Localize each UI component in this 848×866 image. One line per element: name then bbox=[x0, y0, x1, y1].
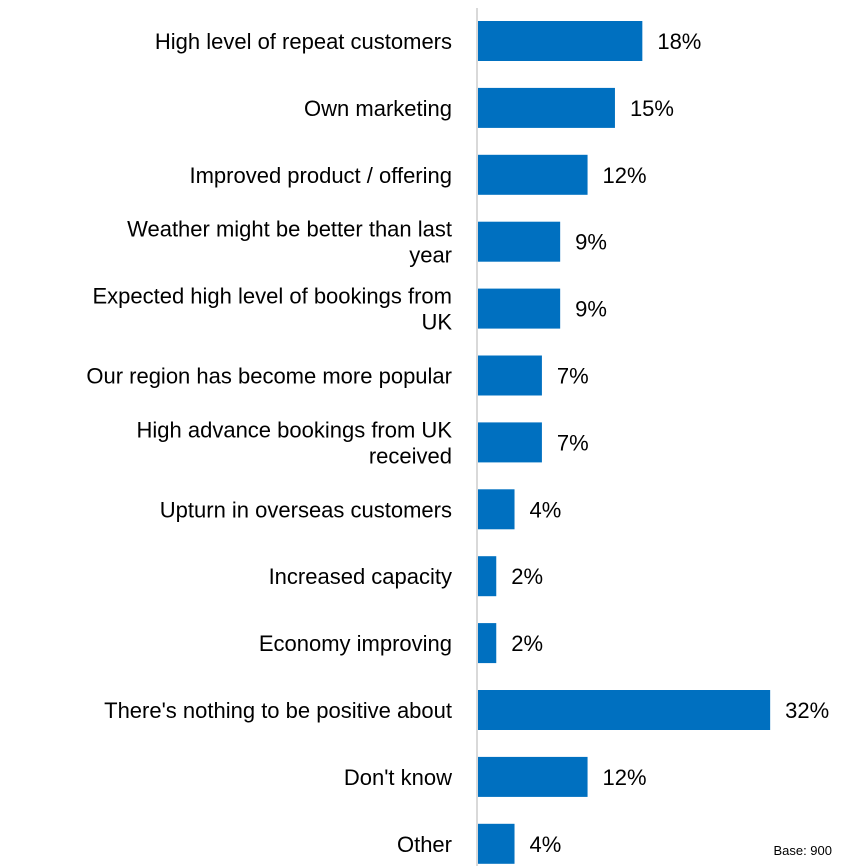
category-label-4: Expected high level of bookings from UK bbox=[92, 284, 452, 335]
category-label-3: Weather might be better than last year bbox=[127, 217, 452, 268]
bar-6 bbox=[478, 422, 542, 463]
category-label-line: year bbox=[409, 243, 452, 268]
category-label-2: Improved product / offering bbox=[189, 163, 452, 188]
category-label-line: There's nothing to be positive about bbox=[104, 698, 452, 723]
category-label-line: UK bbox=[421, 310, 452, 335]
bar-11 bbox=[478, 756, 588, 797]
value-label-2: 12% bbox=[603, 163, 647, 188]
category-label-10: There's nothing to be positive about bbox=[104, 698, 452, 723]
category-label-line: Don't know bbox=[344, 765, 452, 790]
category-label-1: Own marketing bbox=[304, 96, 452, 121]
bar-8 bbox=[478, 556, 497, 597]
value-labels-group: 18% 15% 12% 9% 9% 7% 7% 4% 2% 2% 32% 12% 4% bbox=[511, 29, 829, 857]
category-label-line: Economy improving bbox=[259, 631, 452, 656]
category-label-line: Improved product / offering bbox=[189, 163, 452, 188]
category-label-line: Our region has become more popular bbox=[86, 364, 452, 389]
bar-0 bbox=[478, 21, 643, 61]
bar-5 bbox=[478, 355, 542, 396]
bar-2 bbox=[478, 154, 588, 195]
value-label-7: 4% bbox=[530, 497, 562, 522]
category-label-line: received bbox=[369, 443, 452, 468]
value-label-5: 7% bbox=[557, 364, 589, 389]
category-label-line: Increased capacity bbox=[269, 564, 452, 589]
category-label-line: High level of repeat customers bbox=[155, 29, 452, 54]
category-label-line: Upturn in overseas customers bbox=[160, 497, 452, 522]
category-label-11: Don't know bbox=[344, 765, 452, 790]
bar-9 bbox=[478, 623, 497, 664]
category-label-line: High advance bookings from UK bbox=[137, 417, 453, 442]
category-label-8: Increased capacity bbox=[269, 564, 452, 589]
category-label-line: Own marketing bbox=[304, 96, 452, 121]
bar-7 bbox=[478, 489, 515, 530]
value-label-4: 9% bbox=[575, 297, 607, 322]
category-label-6: High advance bookings from UK received bbox=[137, 417, 453, 468]
bar-1 bbox=[478, 87, 615, 128]
category-label-7: Upturn in overseas customers bbox=[160, 497, 452, 522]
category-label-0: High level of repeat customers bbox=[155, 29, 452, 54]
value-label-8: 2% bbox=[511, 564, 543, 589]
bar-12 bbox=[478, 823, 515, 864]
value-label-11: 12% bbox=[603, 765, 647, 790]
category-label-9: Economy improving bbox=[259, 631, 452, 656]
bar-4 bbox=[478, 288, 561, 329]
category-label-12: Other bbox=[397, 832, 452, 857]
category-label-line: Weather might be better than last bbox=[127, 217, 452, 242]
value-label-0: 18% bbox=[657, 29, 701, 54]
value-label-10: 32% bbox=[785, 698, 829, 723]
base-footnote: Base: 900 bbox=[773, 843, 832, 858]
category-label-line: Other bbox=[397, 832, 452, 857]
bar-3 bbox=[478, 221, 561, 262]
value-label-1: 15% bbox=[630, 96, 674, 121]
value-label-9: 2% bbox=[511, 631, 543, 656]
value-label-6: 7% bbox=[557, 430, 589, 455]
value-label-12: 4% bbox=[530, 832, 562, 857]
bar-10 bbox=[478, 690, 771, 730]
category-label-line: Expected high level of bookings from bbox=[92, 284, 452, 309]
category-label-5: Our region has become more popular bbox=[86, 364, 452, 389]
value-label-3: 9% bbox=[575, 230, 607, 255]
bars-group bbox=[478, 21, 771, 864]
category-labels-group: High level of repeat customers Own market… bbox=[86, 29, 452, 857]
